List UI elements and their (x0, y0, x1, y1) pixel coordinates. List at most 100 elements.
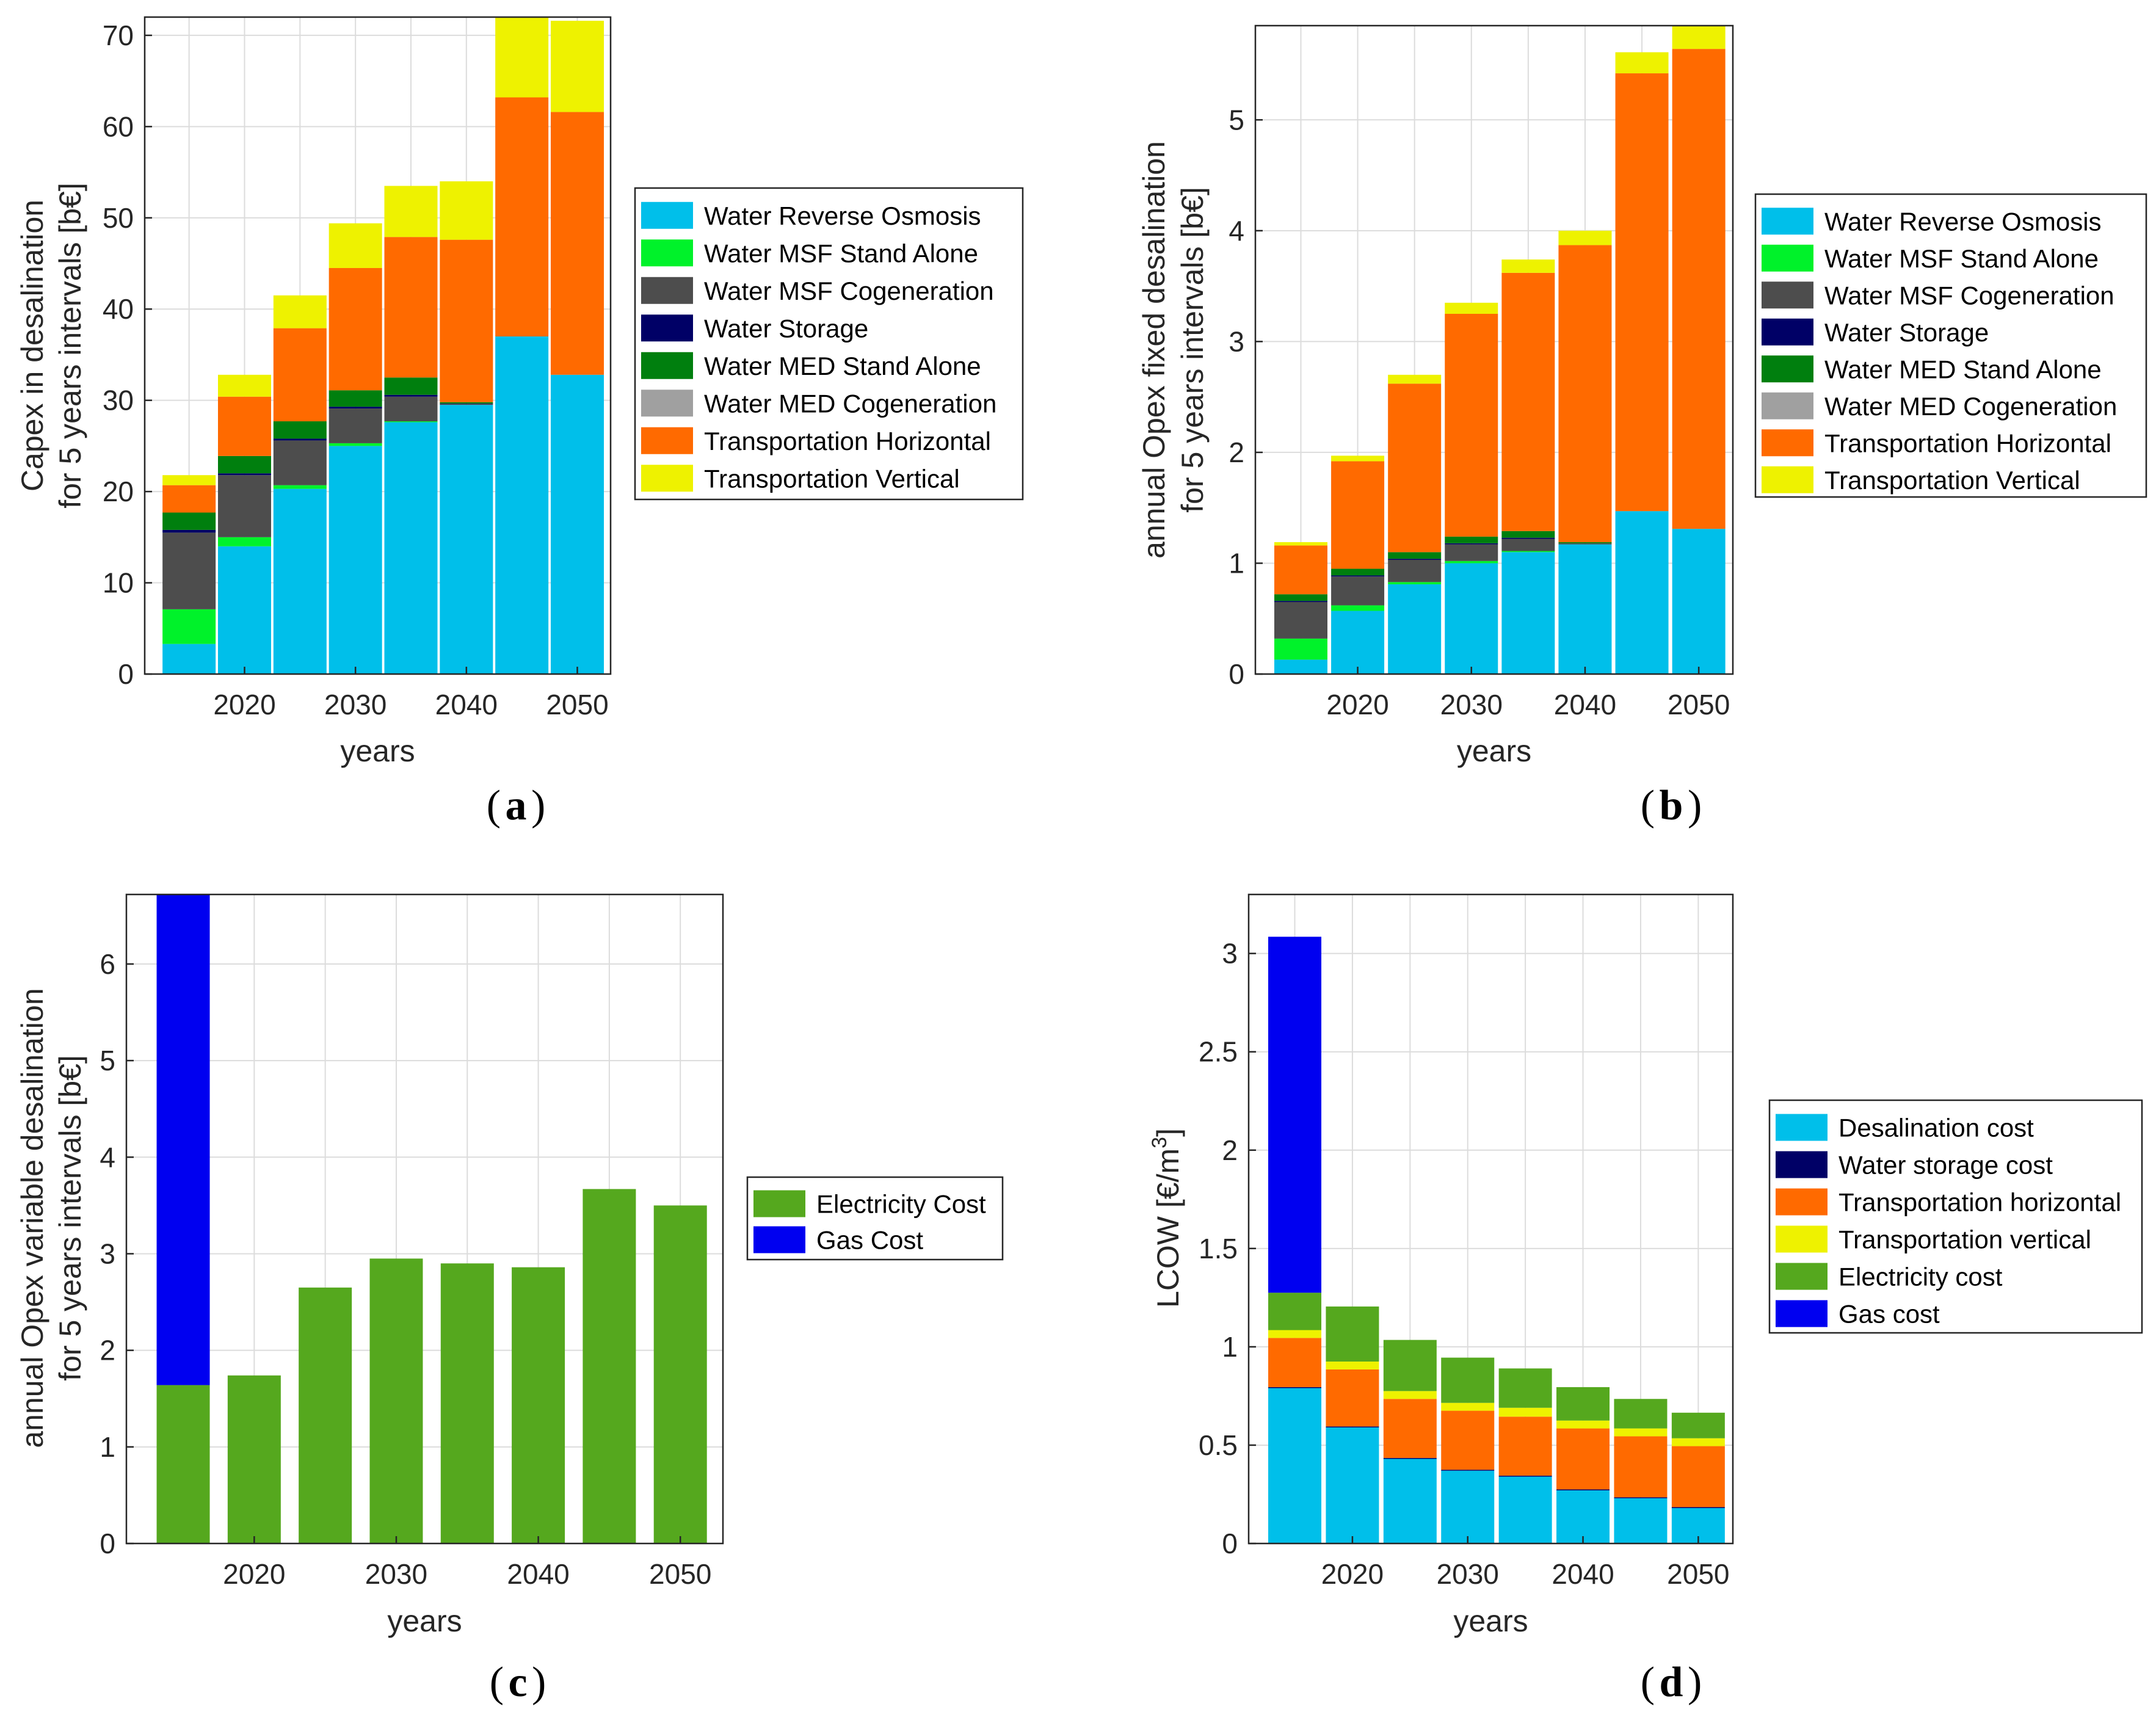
bar-a-2025-series-4 (273, 421, 327, 439)
bar-a-2025-series-1 (273, 485, 327, 489)
bar-b-2020-series-6 (1331, 461, 1385, 569)
bar-d-2015-series-1 (1268, 1387, 1322, 1388)
legend-label: Water MED Cogeneration (704, 389, 996, 418)
bar-a-2045-series-6 (495, 97, 549, 337)
y-tick-label: 2 (1222, 1134, 1238, 1166)
y-tick-label: 1.5 (1199, 1233, 1238, 1264)
legend-entry: Electricity Cost (753, 1190, 986, 1219)
svg-text:): ) (531, 782, 545, 829)
bar-b-2030-series-2 (1445, 544, 1498, 561)
y-axis-label-line-2: for 5 years intervals [b€] (53, 1055, 87, 1381)
bar-d-2030-series-1 (1441, 1470, 1495, 1471)
bar-a-2025-series-0 (273, 488, 327, 674)
legend-entry: Water MSF Stand Alone (1762, 244, 2099, 273)
x-tick-label: 2050 (1668, 689, 1730, 720)
bar-b-2035-series-1 (1501, 551, 1555, 553)
legend-swatch (1762, 208, 1813, 235)
bar-b-2045-series-0 (1615, 511, 1669, 674)
x-tick-label: 2040 (1554, 689, 1616, 720)
bar-b-2035-series-0 (1501, 552, 1555, 674)
legend-swatch (1776, 1225, 1828, 1253)
bar-b-2040-series-4 (1558, 542, 1612, 543)
bar-d-2035-series-2 (1498, 1416, 1552, 1476)
x-tick-label: 2030 (1437, 1558, 1499, 1590)
axes-box (125, 893, 724, 1545)
bar-d-2015-series-5 (1268, 937, 1322, 1293)
y-tick-label: 0.5 (1199, 1429, 1238, 1461)
bars (1274, 26, 1726, 674)
bar-d-2015-series-2 (1268, 1338, 1322, 1387)
bar-b-2035-series-4 (1501, 531, 1555, 538)
bar-c-2020-series-0 (227, 1375, 281, 1543)
bar-a-2020-series-4 (218, 455, 271, 474)
bar-d-2045-series-4 (1614, 1399, 1668, 1429)
legend-entry: Transportation horizontal (1776, 1188, 2121, 1217)
y-tick-label: 50 (103, 202, 134, 234)
bar-a-2025-series-2 (273, 440, 327, 485)
bar-d-2035-series-0 (1498, 1476, 1552, 1543)
x-tick-label: 2050 (649, 1558, 711, 1590)
legend-entry: Electricity cost (1776, 1263, 2003, 1291)
bar-d-2040-series-1 (1556, 1489, 1610, 1491)
bar-a-2040-series-0 (440, 405, 493, 674)
svg-text:): ) (1688, 1659, 1702, 1706)
y-axis-label-line-1: annual Opex variable desalination (15, 988, 49, 1448)
bar-b-2025-series-2 (1388, 560, 1442, 582)
y-tick-label: 2 (1229, 437, 1244, 468)
legend-label: Transportation Horizontal (704, 427, 991, 455)
panel-d-label: ( d ) (1641, 1659, 1702, 1706)
bars (162, 17, 604, 674)
y-tick-label: 3 (1222, 938, 1238, 970)
panel-c: 0 1 2 3 4 5 6 2020 2030 2040 2050 years annual Opex … (15, 893, 1004, 1706)
bar-d-2030-series-2 (1441, 1410, 1495, 1470)
legend-swatch (1776, 1263, 1828, 1290)
legend-label: Transportation Horizontal (1824, 429, 2111, 457)
legend-entry: Water MSF Cogeneration (641, 277, 994, 305)
x-axis-label: years (1457, 734, 1531, 768)
bar-b-2025-series-6 (1388, 383, 1442, 553)
panel-d: 0 0.5 1 1.5 2 2.5 3 2020 2030 2040 2050 years LCOW [… (1148, 893, 2143, 1706)
bar-a-2050-series-7 (551, 20, 604, 112)
legend-swatch (1776, 1300, 1828, 1327)
bar-a-2015-series-7 (162, 475, 216, 485)
bar-d-2040-series-4 (1556, 1387, 1610, 1421)
bar-a-2030-series-2 (328, 408, 382, 443)
legend-label: Transportation vertical (1838, 1225, 2091, 1254)
bar-b-2025-series-1 (1388, 582, 1442, 584)
panel-a-legend: Water Reverse Osmosis Water MSF Stand Alo… (634, 187, 1024, 501)
bar-a-2035-series-2 (384, 396, 438, 422)
panel-d-letter: d (1660, 1659, 1683, 1706)
bar-d-2015-series-3 (1268, 1330, 1322, 1338)
svg-text:(: ( (487, 782, 501, 829)
y-tick-label: 2 (100, 1335, 115, 1366)
legend-box (1754, 193, 2147, 498)
bar-a-2025-series-7 (273, 295, 327, 328)
legend-swatch (1762, 466, 1813, 493)
panel-c-letter: c (508, 1659, 527, 1706)
panel-a-letter: a (506, 782, 527, 829)
bar-c-2045-series-0 (583, 1189, 636, 1543)
bar-d-2020-series-4 (1326, 1306, 1379, 1362)
legend-entry: Water MED Cogeneration (641, 389, 996, 418)
bar-d-2025-series-1 (1383, 1457, 1437, 1459)
y-tick-label: 20 (103, 476, 134, 507)
y-tick-label: 4 (100, 1141, 115, 1173)
bar-a-2030-series-1 (328, 443, 382, 446)
legend-label: Transportation Vertical (704, 464, 960, 493)
y-tick-label: 4 (1229, 215, 1244, 247)
bar-a-2040-series-2 (440, 404, 493, 405)
svg-text:): ) (1688, 782, 1702, 829)
panel-b-label: ( b ) (1641, 782, 1702, 829)
legend-entry: Water MSF Stand Alone (641, 239, 978, 267)
bar-d-2025-series-3 (1383, 1391, 1437, 1399)
legend-entry: Water Storage (641, 314, 868, 343)
bar-b-2030-series-7 (1445, 302, 1498, 314)
legend-swatch (641, 427, 693, 454)
bar-b-2040-series-0 (1558, 544, 1612, 674)
legend-swatch (753, 1226, 805, 1253)
bar-a-2035-series-4 (384, 377, 438, 395)
bar-b-2020-series-3 (1331, 575, 1385, 577)
x-axis-label: years (340, 734, 415, 768)
